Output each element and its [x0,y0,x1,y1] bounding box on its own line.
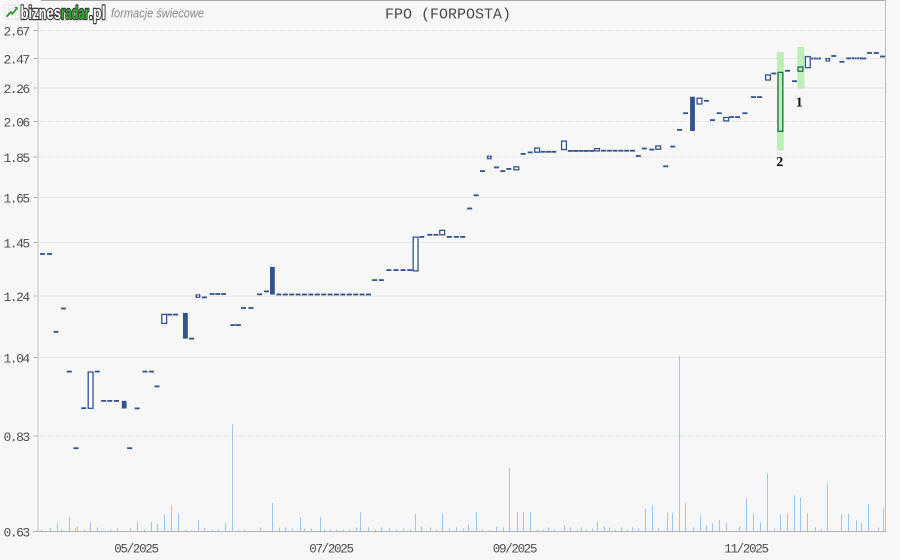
svg-text:1.45: 1.45 [3,237,29,252]
svg-text:radar: radar [61,3,89,23]
svg-text:2.06: 2.06 [3,115,29,130]
svg-text:radar: radar [61,3,89,23]
svg-text:1: 1 [796,96,803,111]
svg-text:2.26: 2.26 [3,82,29,97]
svg-text:0.63: 0.63 [3,526,29,541]
svg-text:.pl: .pl [89,3,106,23]
svg-text:biznes: biznes [21,3,62,23]
svg-text:1.04: 1.04 [3,352,30,367]
svg-text:biznes: biznes [21,3,62,23]
svg-text:05/2025: 05/2025 [114,543,158,557]
svg-text:.pl: .pl [89,3,106,23]
svg-text:11/2025: 11/2025 [724,543,768,557]
svg-text:FPO (FORPOSTA): FPO (FORPOSTA) [385,7,511,24]
svg-text:2: 2 [776,155,783,170]
svg-text:1.65: 1.65 [3,192,29,207]
svg-text:1.24: 1.24 [3,290,30,305]
svg-text:2.47: 2.47 [3,53,29,68]
svg-text:07/2025: 07/2025 [309,543,353,557]
svg-text:1.85: 1.85 [3,151,29,166]
svg-text:09/2025: 09/2025 [493,543,537,557]
svg-text:2.67: 2.67 [3,25,29,40]
svg-text:0.83: 0.83 [3,430,29,445]
svg-text:formacje świecowe: formacje świecowe [111,6,204,21]
